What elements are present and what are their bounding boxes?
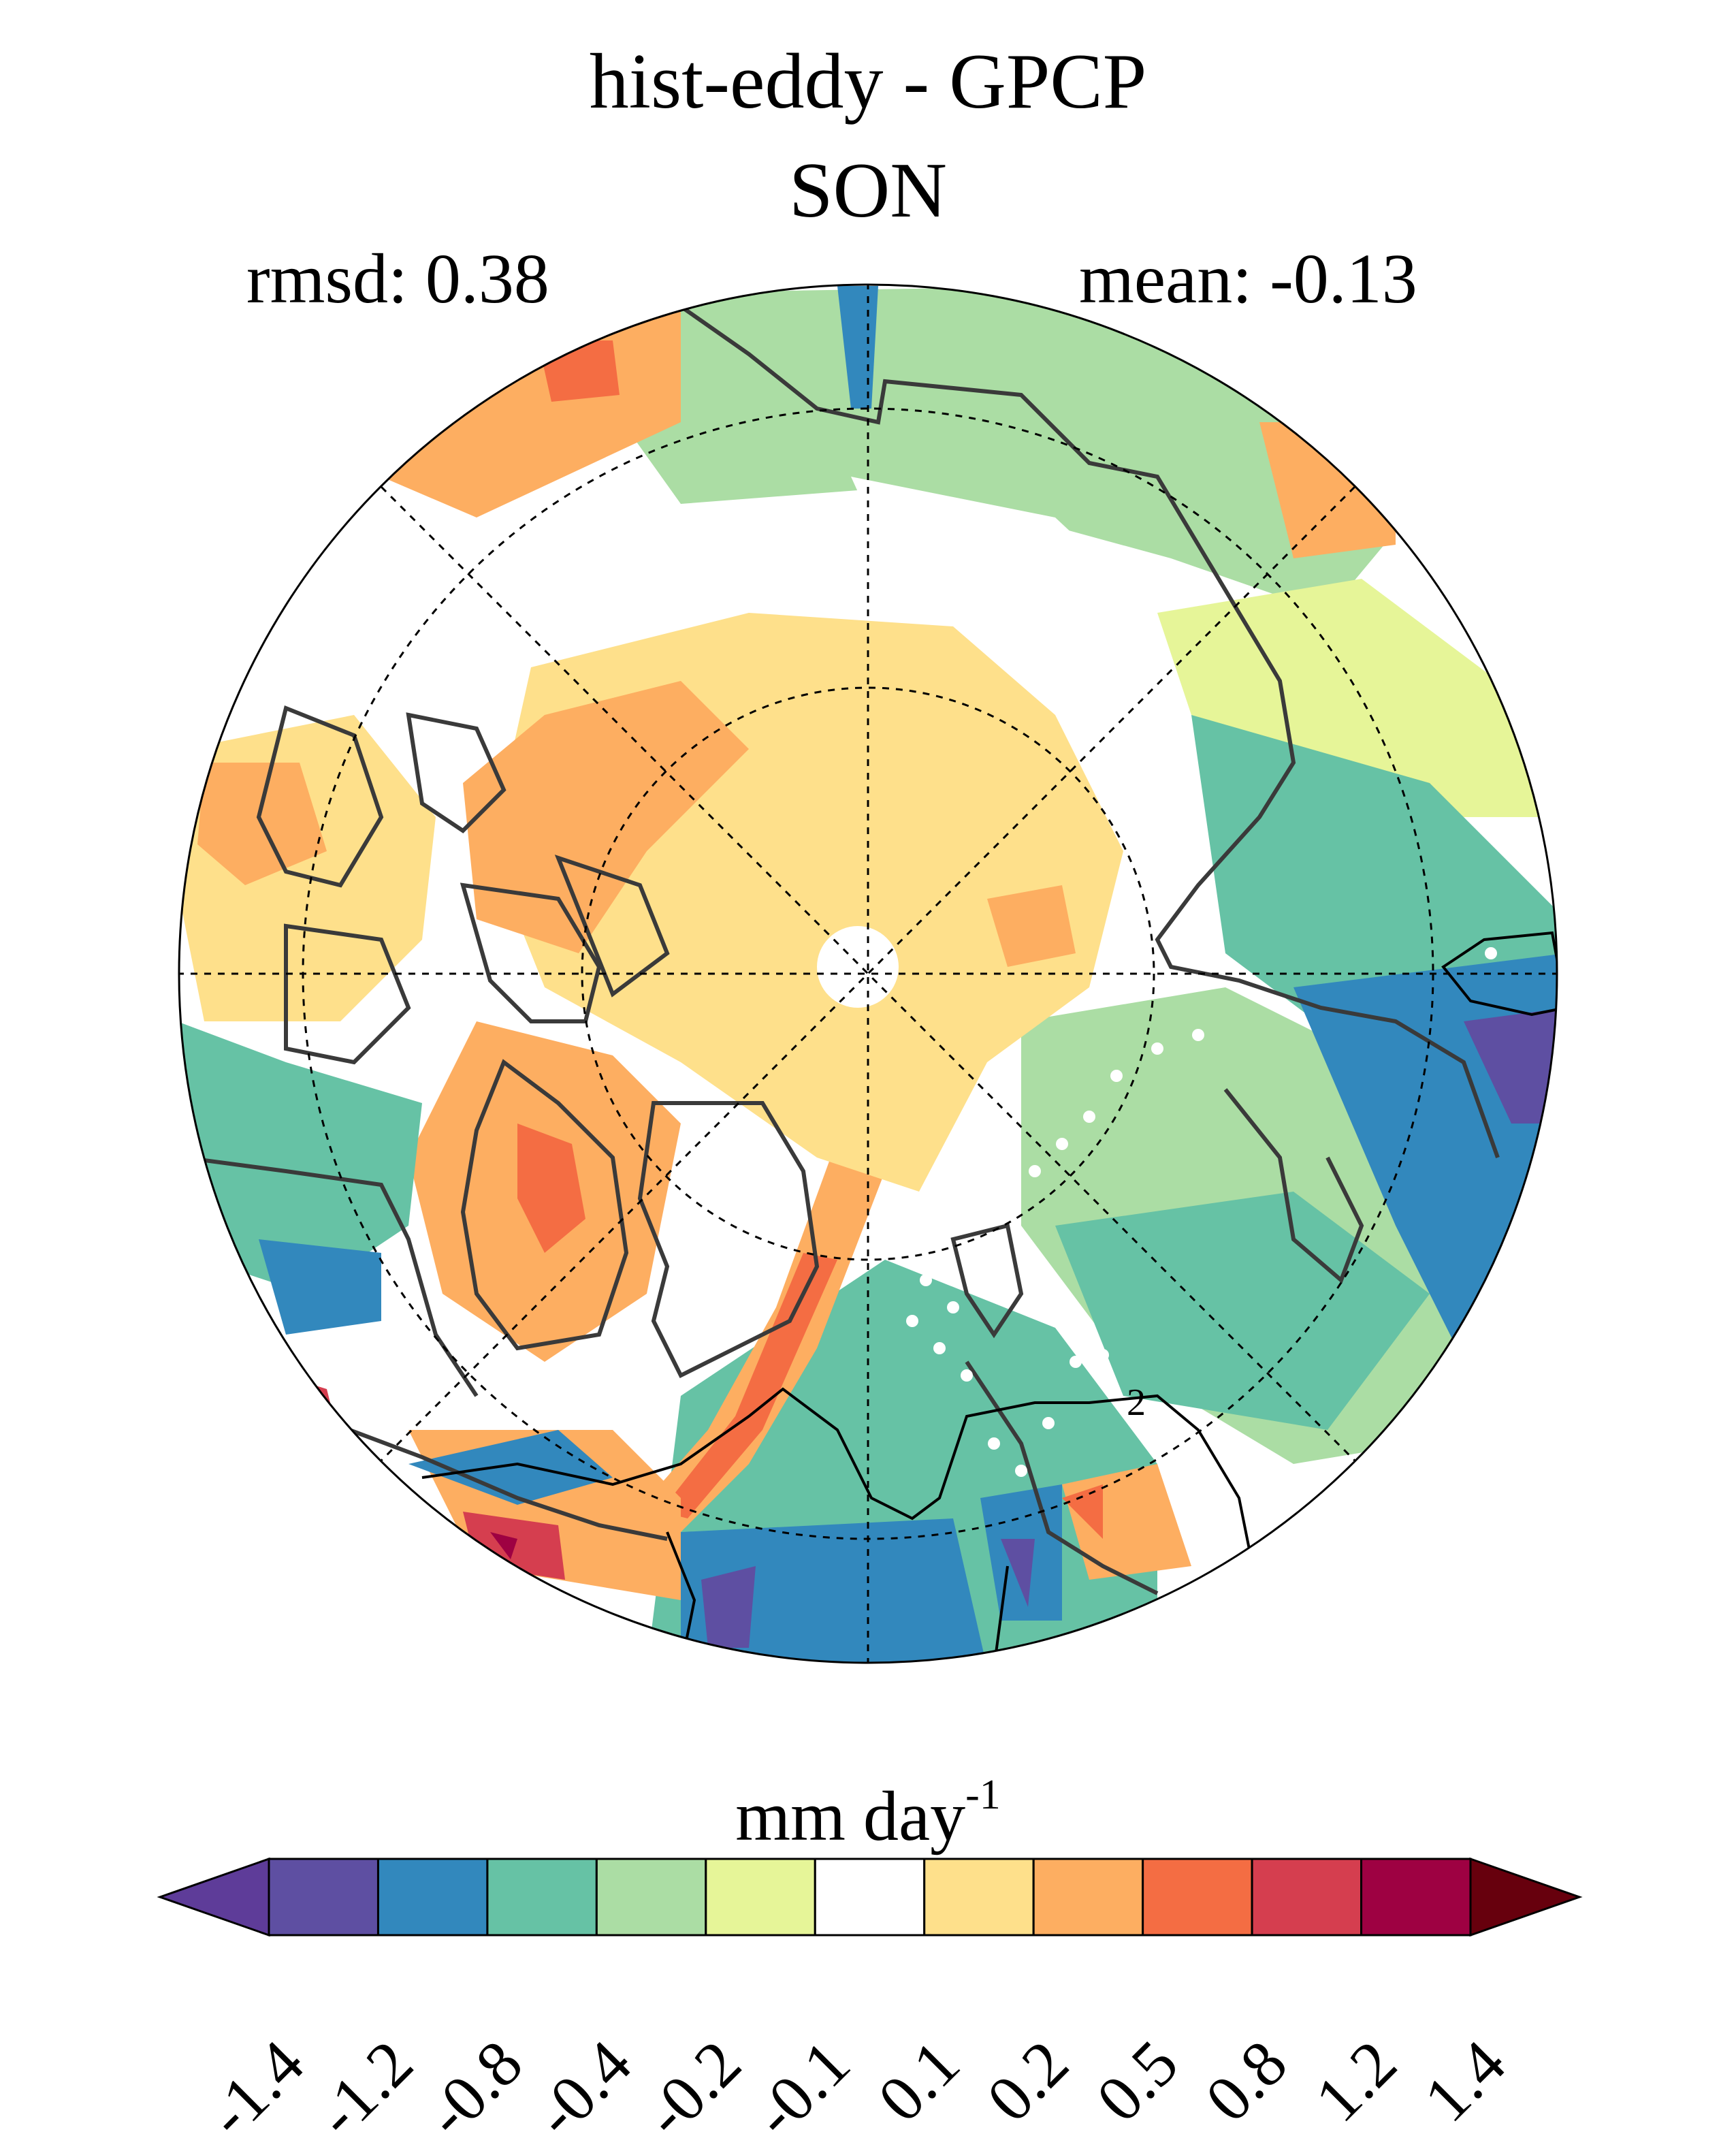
colorbar-bin — [1251, 1858, 1363, 1937]
colorbar-unit: mm day-1 — [735, 1772, 1001, 1855]
colorbar-tick-label: -0.8 — [411, 2026, 536, 2151]
map-border — [178, 283, 1558, 1664]
colorbar-tick-label: 1.4 — [1409, 2026, 1520, 2136]
colorbar-bin — [486, 1858, 598, 1937]
colorbar-bin — [1142, 1858, 1253, 1937]
colorbar-over-triangle — [1469, 1857, 1583, 1937]
colorbar-tick-label: -1.2 — [302, 2026, 427, 2151]
season-label: SON — [788, 147, 948, 234]
figure-title: hist-eddy - GPCP — [589, 38, 1147, 125]
graticule — [179, 285, 1557, 1663]
colorbar-bin — [268, 1858, 379, 1937]
colorbar-bin — [705, 1858, 816, 1937]
colorbar-tick-label: -0.1 — [739, 2026, 864, 2151]
polar-map: 2 — [178, 283, 1558, 1664]
colorbar-bin — [1360, 1858, 1472, 1937]
colorbar-tick-label: -0.4 — [520, 2026, 645, 2151]
colorbar-under-triangle — [157, 1857, 270, 1937]
colorbar-bin — [595, 1858, 707, 1937]
colorbar-bin — [376, 1858, 489, 1937]
colorbar-bin — [1032, 1858, 1144, 1937]
colorbar-tick-label: 0.8 — [1191, 2026, 1301, 2136]
colorbar-bin — [923, 1858, 1035, 1937]
colorbar — [157, 1857, 1583, 1937]
colorbar-tick-label: 0.2 — [973, 2026, 1082, 2136]
colorbar-tick-label: -1.4 — [193, 2026, 318, 2151]
significance-stipple — [430, 947, 1497, 1477]
colorbar-tick-label: 1.2 — [1300, 2026, 1410, 2136]
rmsd-label: rmsd: 0.38 — [246, 240, 549, 318]
contour-label: 2 — [1127, 1382, 1146, 1424]
colorbar-tick-label: 0.5 — [1082, 2026, 1192, 2136]
mean-label: mean: -0.13 — [1079, 240, 1417, 318]
colorbar-bin — [814, 1858, 926, 1937]
colorbar-tick-label: 0.1 — [863, 2026, 974, 2136]
colorbar-tick-label: -0.2 — [630, 2026, 755, 2151]
